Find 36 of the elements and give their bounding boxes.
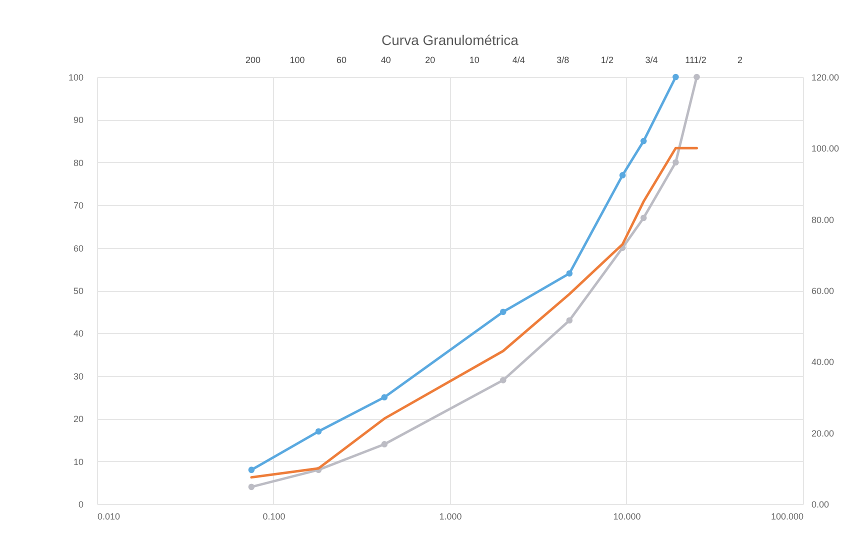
text: 200	[245, 55, 261, 65]
y2-tick-label: 20.00	[812, 428, 834, 438]
text: 2	[737, 55, 743, 65]
y-tick-label: 50	[73, 286, 84, 296]
y-tick-label: 40	[73, 328, 84, 339]
y-tick-label: 70	[73, 200, 84, 211]
y-tick-label: 0	[78, 500, 84, 510]
text: 1/2	[600, 55, 614, 65]
text: 4/4	[512, 55, 525, 65]
text: 3/4	[645, 55, 658, 65]
text: 40	[380, 55, 391, 65]
text: 10	[469, 55, 480, 65]
text: 3/8	[556, 55, 570, 65]
x-tick-label: 0.010	[98, 512, 120, 522]
chart-title: Curva Granulométrica	[382, 32, 519, 48]
y-tick-label: 10	[73, 456, 84, 467]
text: 111/2	[685, 55, 706, 65]
text: 100	[290, 55, 305, 65]
y2-tick-label: 80.00	[812, 214, 834, 225]
text: 20	[425, 55, 436, 65]
y2-tick-label: 40.00	[812, 357, 834, 368]
x-tick-label: 10.000	[613, 512, 641, 522]
y-tick-label: 20	[73, 414, 84, 424]
y-tick-label: 60	[73, 243, 84, 254]
y2-tick-label: 60.00	[812, 286, 834, 296]
text: 60	[336, 55, 347, 65]
y2-tick-label: 120.00	[812, 72, 840, 82]
y-tick-label: 90	[73, 115, 84, 126]
y2-tick-label: 0.00	[812, 500, 830, 510]
y-tick-label: 80	[73, 158, 84, 168]
x-tick-label: 100.000	[770, 512, 804, 522]
x-tick-label: 1.000	[439, 512, 462, 522]
y-tick-label: 30	[73, 371, 84, 382]
y2-tick-label: 100.00	[812, 144, 840, 154]
x-tick-label: 0.100	[262, 512, 286, 522]
y-tick-label: 100	[68, 72, 84, 82]
